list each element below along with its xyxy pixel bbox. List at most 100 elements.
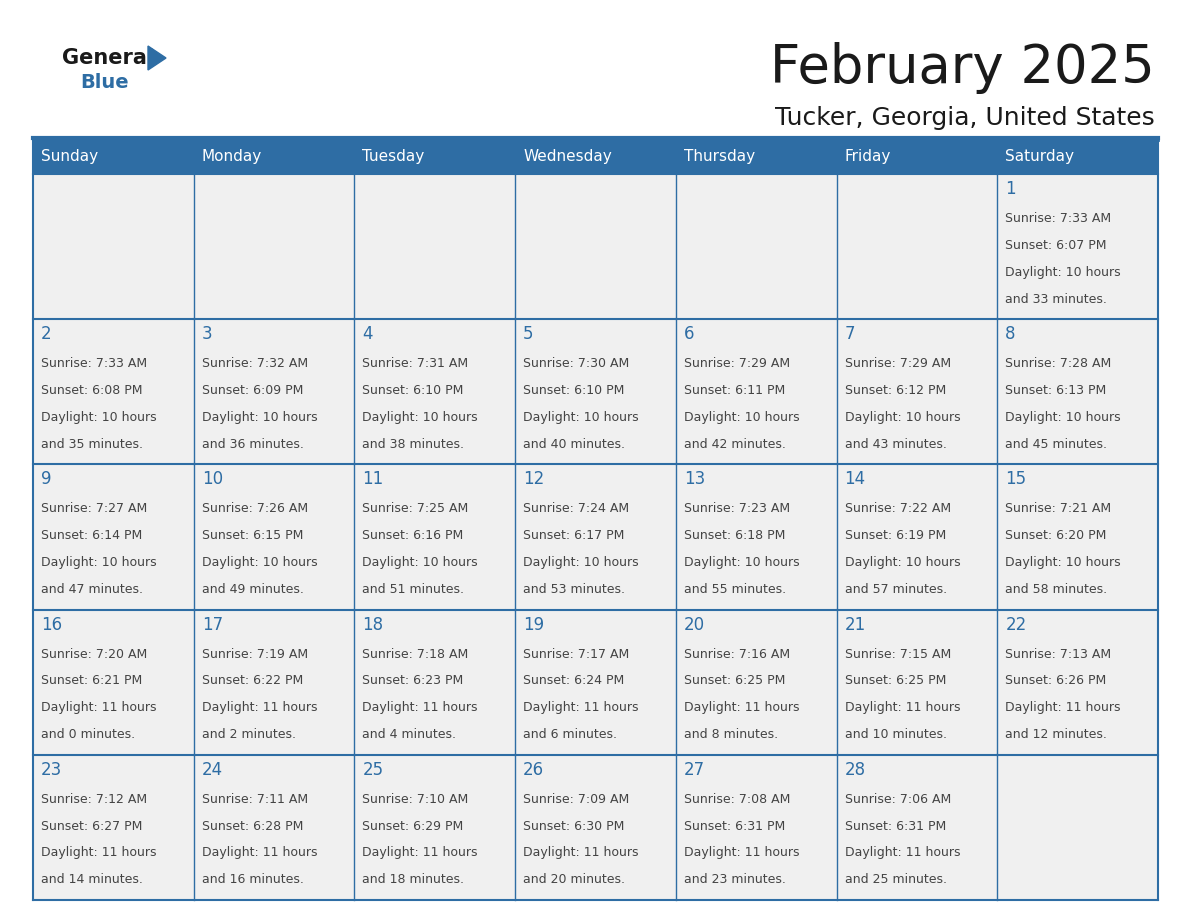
Bar <box>997 755 1158 900</box>
Text: Daylight: 11 hours: Daylight: 11 hours <box>362 701 478 714</box>
Text: and 58 minutes.: and 58 minutes. <box>1005 583 1107 596</box>
Text: Daylight: 10 hours: Daylight: 10 hours <box>1005 411 1121 424</box>
Text: and 10 minutes.: and 10 minutes. <box>845 728 947 741</box>
Text: Sunrise: 7:29 AM: Sunrise: 7:29 AM <box>684 357 790 370</box>
Text: and 16 minutes.: and 16 minutes. <box>202 873 304 887</box>
Text: and 2 minutes.: and 2 minutes. <box>202 728 296 741</box>
Bar <box>194 465 354 610</box>
Text: Sunrise: 7:19 AM: Sunrise: 7:19 AM <box>202 647 308 661</box>
Text: Sunrise: 7:31 AM: Sunrise: 7:31 AM <box>362 357 468 370</box>
Text: Sunrise: 7:33 AM: Sunrise: 7:33 AM <box>42 357 147 370</box>
Text: 19: 19 <box>523 616 544 633</box>
Text: 27: 27 <box>684 761 704 778</box>
Text: Sunrise: 7:18 AM: Sunrise: 7:18 AM <box>362 647 469 661</box>
Text: Sunset: 6:14 PM: Sunset: 6:14 PM <box>42 529 143 543</box>
Bar <box>997 140 1158 174</box>
Text: 22: 22 <box>1005 616 1026 633</box>
Bar <box>33 319 194 465</box>
Text: Sunrise: 7:32 AM: Sunrise: 7:32 AM <box>202 357 308 370</box>
Text: Daylight: 11 hours: Daylight: 11 hours <box>684 846 800 859</box>
Text: Daylight: 10 hours: Daylight: 10 hours <box>523 411 639 424</box>
Text: Sunrise: 7:26 AM: Sunrise: 7:26 AM <box>202 502 308 515</box>
Bar <box>194 174 354 319</box>
Text: 17: 17 <box>202 616 223 633</box>
Text: Sunset: 6:25 PM: Sunset: 6:25 PM <box>684 675 785 688</box>
Text: and 47 minutes.: and 47 minutes. <box>42 583 143 596</box>
Text: and 51 minutes.: and 51 minutes. <box>362 583 465 596</box>
Text: and 8 minutes.: and 8 minutes. <box>684 728 778 741</box>
Bar <box>516 140 676 174</box>
Text: Daylight: 11 hours: Daylight: 11 hours <box>362 846 478 859</box>
Text: Sunset: 6:16 PM: Sunset: 6:16 PM <box>362 529 463 543</box>
Text: and 53 minutes.: and 53 minutes. <box>523 583 625 596</box>
Text: Sunrise: 7:30 AM: Sunrise: 7:30 AM <box>523 357 630 370</box>
Text: Sunset: 6:23 PM: Sunset: 6:23 PM <box>362 675 463 688</box>
Text: Daylight: 10 hours: Daylight: 10 hours <box>684 411 800 424</box>
Text: 20: 20 <box>684 616 704 633</box>
Text: Thursday: Thursday <box>684 150 756 164</box>
Text: Daylight: 11 hours: Daylight: 11 hours <box>202 846 317 859</box>
Text: Sunset: 6:31 PM: Sunset: 6:31 PM <box>845 820 946 833</box>
Bar <box>516 465 676 610</box>
Bar <box>997 174 1158 319</box>
Bar <box>997 465 1158 610</box>
Text: Sunset: 6:27 PM: Sunset: 6:27 PM <box>42 820 143 833</box>
Text: 18: 18 <box>362 616 384 633</box>
Bar <box>997 319 1158 465</box>
Text: Daylight: 11 hours: Daylight: 11 hours <box>202 701 317 714</box>
Text: Sunrise: 7:13 AM: Sunrise: 7:13 AM <box>1005 647 1112 661</box>
Text: Sunrise: 7:23 AM: Sunrise: 7:23 AM <box>684 502 790 515</box>
Text: 25: 25 <box>362 761 384 778</box>
Text: 15: 15 <box>1005 470 1026 488</box>
Polygon shape <box>148 46 166 70</box>
Text: 8: 8 <box>1005 325 1016 343</box>
Text: Sunset: 6:12 PM: Sunset: 6:12 PM <box>845 384 946 397</box>
Bar <box>33 610 194 755</box>
Text: and 20 minutes.: and 20 minutes. <box>523 873 625 887</box>
Bar <box>836 610 997 755</box>
Text: Sunset: 6:17 PM: Sunset: 6:17 PM <box>523 529 625 543</box>
Bar <box>516 319 676 465</box>
Text: Sunset: 6:07 PM: Sunset: 6:07 PM <box>1005 239 1107 252</box>
Text: Daylight: 10 hours: Daylight: 10 hours <box>362 556 478 569</box>
Text: Sunset: 6:30 PM: Sunset: 6:30 PM <box>523 820 625 833</box>
Text: Daylight: 11 hours: Daylight: 11 hours <box>42 846 157 859</box>
Text: Daylight: 10 hours: Daylight: 10 hours <box>523 556 639 569</box>
Bar <box>33 465 194 610</box>
Text: and 38 minutes.: and 38 minutes. <box>362 438 465 451</box>
Text: Sunrise: 7:10 AM: Sunrise: 7:10 AM <box>362 793 469 806</box>
Text: Wednesday: Wednesday <box>523 150 612 164</box>
Text: Sunrise: 7:25 AM: Sunrise: 7:25 AM <box>362 502 469 515</box>
Text: and 14 minutes.: and 14 minutes. <box>42 873 143 887</box>
Text: Sunset: 6:22 PM: Sunset: 6:22 PM <box>202 675 303 688</box>
Bar <box>194 755 354 900</box>
Bar <box>354 755 516 900</box>
Text: Sunset: 6:21 PM: Sunset: 6:21 PM <box>42 675 143 688</box>
Text: Sunrise: 7:11 AM: Sunrise: 7:11 AM <box>202 793 308 806</box>
Text: 24: 24 <box>202 761 223 778</box>
Text: and 45 minutes.: and 45 minutes. <box>1005 438 1107 451</box>
Text: and 43 minutes.: and 43 minutes. <box>845 438 947 451</box>
Text: Sunset: 6:24 PM: Sunset: 6:24 PM <box>523 675 625 688</box>
Bar <box>354 174 516 319</box>
Text: Daylight: 10 hours: Daylight: 10 hours <box>845 556 960 569</box>
Bar <box>194 140 354 174</box>
Bar <box>676 140 836 174</box>
Text: Sunset: 6:10 PM: Sunset: 6:10 PM <box>523 384 625 397</box>
Bar <box>516 755 676 900</box>
Text: and 6 minutes.: and 6 minutes. <box>523 728 617 741</box>
Bar <box>194 319 354 465</box>
Bar <box>33 755 194 900</box>
Text: and 35 minutes.: and 35 minutes. <box>42 438 143 451</box>
Text: Sunrise: 7:08 AM: Sunrise: 7:08 AM <box>684 793 790 806</box>
Text: Saturday: Saturday <box>1005 150 1074 164</box>
Text: Sunrise: 7:09 AM: Sunrise: 7:09 AM <box>523 793 630 806</box>
Text: 3: 3 <box>202 325 213 343</box>
Text: 13: 13 <box>684 470 706 488</box>
Text: Sunset: 6:10 PM: Sunset: 6:10 PM <box>362 384 463 397</box>
Text: Sunrise: 7:17 AM: Sunrise: 7:17 AM <box>523 647 630 661</box>
Text: Daylight: 11 hours: Daylight: 11 hours <box>845 701 960 714</box>
Text: Daylight: 10 hours: Daylight: 10 hours <box>42 556 157 569</box>
Text: Sunrise: 7:12 AM: Sunrise: 7:12 AM <box>42 793 147 806</box>
Text: Daylight: 11 hours: Daylight: 11 hours <box>523 846 639 859</box>
